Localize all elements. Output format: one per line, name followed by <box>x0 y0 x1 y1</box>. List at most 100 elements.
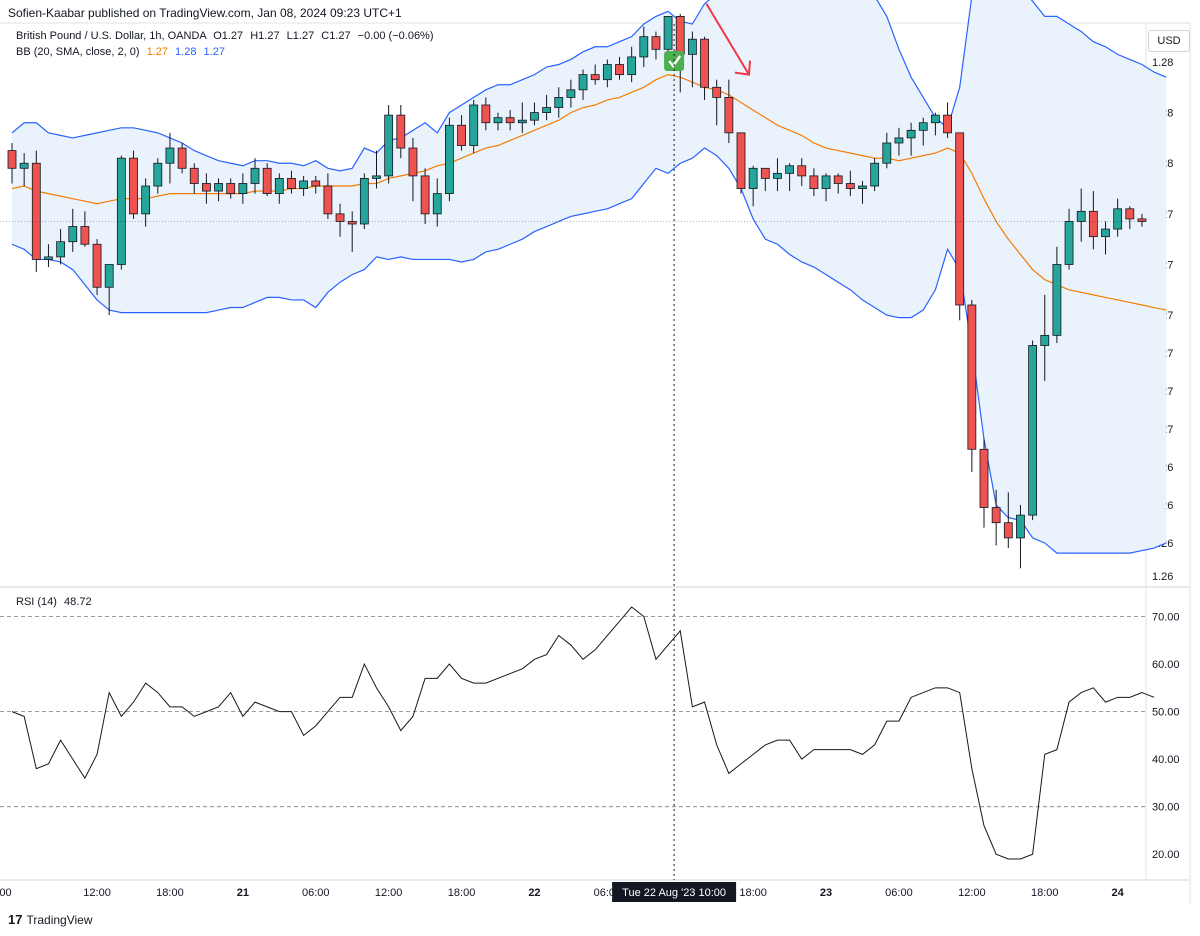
rsi-axis-tick: 40.00 <box>1152 754 1180 766</box>
candle-up <box>165 147 175 164</box>
bb-upper-value: 1.28 <box>175 46 197 58</box>
candle-down <box>712 86 722 98</box>
open-value: O1.27 <box>213 30 244 42</box>
candle-up <box>1016 514 1025 539</box>
candle-up <box>542 107 551 114</box>
candle-down <box>177 147 187 169</box>
candle-down <box>201 183 211 192</box>
candle-down <box>7 150 17 169</box>
candle-up <box>688 38 697 55</box>
candle-up <box>384 114 394 177</box>
rsi-legend[interactable]: RSI (14) 48.72 <box>16 596 92 608</box>
bb-legend[interactable]: BB (20, SMA, close, 2, 0) 1.27 1.28 1.27 <box>16 46 225 58</box>
candle-down <box>967 304 977 450</box>
candle-up <box>858 185 867 189</box>
candle-up <box>372 175 381 179</box>
candle-up <box>785 165 794 174</box>
candle-down <box>675 16 685 55</box>
candle-down <box>809 175 819 189</box>
candle-down <box>979 448 989 508</box>
candle-down <box>311 180 321 187</box>
candle-down <box>80 226 90 245</box>
candle-up <box>238 183 248 195</box>
time-axis-tick: 21 <box>237 887 249 899</box>
publisher-line: Sofien-Kaabar published on TradingView.c… <box>8 6 402 20</box>
candle-down <box>262 167 272 195</box>
candle-up <box>104 264 114 288</box>
candle-down <box>845 183 855 189</box>
candle-up <box>554 97 564 108</box>
candle-down <box>991 507 1001 524</box>
candle-down <box>481 104 491 124</box>
check-mark-icon <box>668 55 682 69</box>
bb-label: BB (20, SMA, close, 2, 0) <box>16 46 140 58</box>
rsi-axis-tick: 20.00 <box>1152 849 1180 861</box>
candle-up <box>566 89 576 98</box>
rsi-line <box>11 606 1155 860</box>
candle-up <box>918 122 928 131</box>
tradingview-logo-icon: 17 <box>8 912 23 927</box>
candle-up <box>663 16 673 50</box>
bb-band-fill <box>12 0 1167 554</box>
time-axis-tick: 18:00 <box>1031 887 1059 899</box>
candle-down <box>1003 522 1013 539</box>
bb-lower-value: 1.27 <box>203 46 225 58</box>
candle-down <box>590 74 600 81</box>
change-value: −0.00 (−0.06%) <box>357 30 434 42</box>
time-axis-tick: 12:00 <box>83 887 111 899</box>
rsi-axis-tick: 50.00 <box>1152 707 1180 719</box>
candle-down <box>31 162 41 260</box>
bb-upper-line <box>11 0 1167 172</box>
time-axis-tick: 06:00 <box>302 887 330 899</box>
currency-button[interactable]: USD <box>1148 30 1190 52</box>
candle-up <box>359 178 369 225</box>
rsi-axis-tick: 30.00 <box>1152 802 1180 814</box>
candle-up <box>1064 221 1074 265</box>
bb-basis-value: 1.27 <box>146 46 168 58</box>
candle-up <box>627 56 637 76</box>
candle-down <box>408 147 418 177</box>
price-axis-tick: 1.28 <box>1152 57 1173 69</box>
candle-down <box>1137 218 1147 222</box>
candle-up <box>19 162 29 169</box>
candle-down <box>797 165 807 177</box>
candle-up <box>821 175 831 189</box>
candle-up <box>214 183 223 192</box>
rsi-axis-tick: 60.00 <box>1152 659 1180 671</box>
tradingview-brand: TradingView <box>26 912 93 927</box>
rsi-value: 48.72 <box>64 596 92 608</box>
symbol-legend[interactable]: British Pound / U.S. Dollar, 1h, OANDA O… <box>16 30 434 42</box>
candle-down <box>335 213 345 222</box>
time-axis-tick: 12:00 <box>375 887 403 899</box>
candle-down <box>1125 208 1135 220</box>
candle-down <box>736 132 746 189</box>
candle-up <box>1052 264 1062 336</box>
time-axis-tick: 06:00 <box>885 887 913 899</box>
candle-up <box>153 162 163 187</box>
time-axis-tick: 23 <box>820 887 832 899</box>
tradingview-footer[interactable]: 17 TradingView <box>8 912 93 927</box>
candle-up <box>68 226 78 243</box>
candle-down <box>955 132 965 306</box>
rsi-label: RSI (14) <box>16 596 57 608</box>
candle-up <box>773 172 782 179</box>
candle-down <box>287 178 296 189</box>
candle-down <box>396 114 406 149</box>
candle-down <box>457 124 466 146</box>
candle-up <box>250 167 260 184</box>
candle-up <box>432 193 442 215</box>
price-axis-tick: 1.26 <box>1152 571 1173 583</box>
candle-up <box>530 112 539 121</box>
low-value: L1.27 <box>286 30 315 42</box>
candle-up <box>748 167 758 189</box>
bb-basis-line <box>11 74 1167 311</box>
candle-up <box>469 104 479 146</box>
candle-up <box>1076 210 1086 222</box>
time-axis-tick: 18:00 <box>739 887 767 899</box>
candle-down <box>651 36 661 50</box>
time-axis-tick: 18:00 <box>448 887 476 899</box>
candle-down <box>189 167 199 184</box>
candle-up <box>1028 345 1037 516</box>
candle-down <box>323 185 333 215</box>
